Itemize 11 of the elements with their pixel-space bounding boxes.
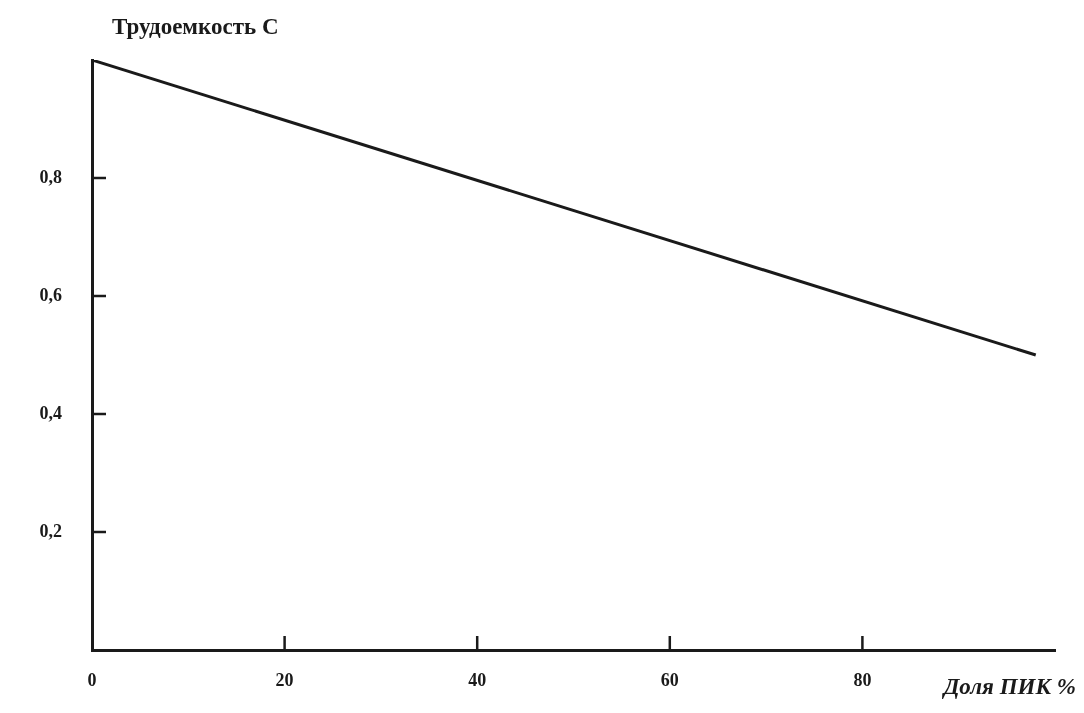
x-tick-label: 40 — [468, 669, 487, 690]
x-tick-label: 60 — [660, 669, 679, 690]
y-tick-label: 0,6 — [39, 284, 62, 305]
x-tick-label: 80 — [853, 669, 872, 690]
y-axis-title: Трудоемкость C — [112, 14, 279, 40]
y-tick-label: 0,8 — [39, 166, 62, 187]
x-tick-label: 20 — [275, 669, 294, 690]
y-tick-label: 0,4 — [39, 402, 62, 423]
x-tick-label: 0 — [87, 669, 97, 690]
x-axis-title: Доля ПИК % — [943, 674, 1076, 700]
y-tick-label: 0,2 — [39, 520, 62, 541]
